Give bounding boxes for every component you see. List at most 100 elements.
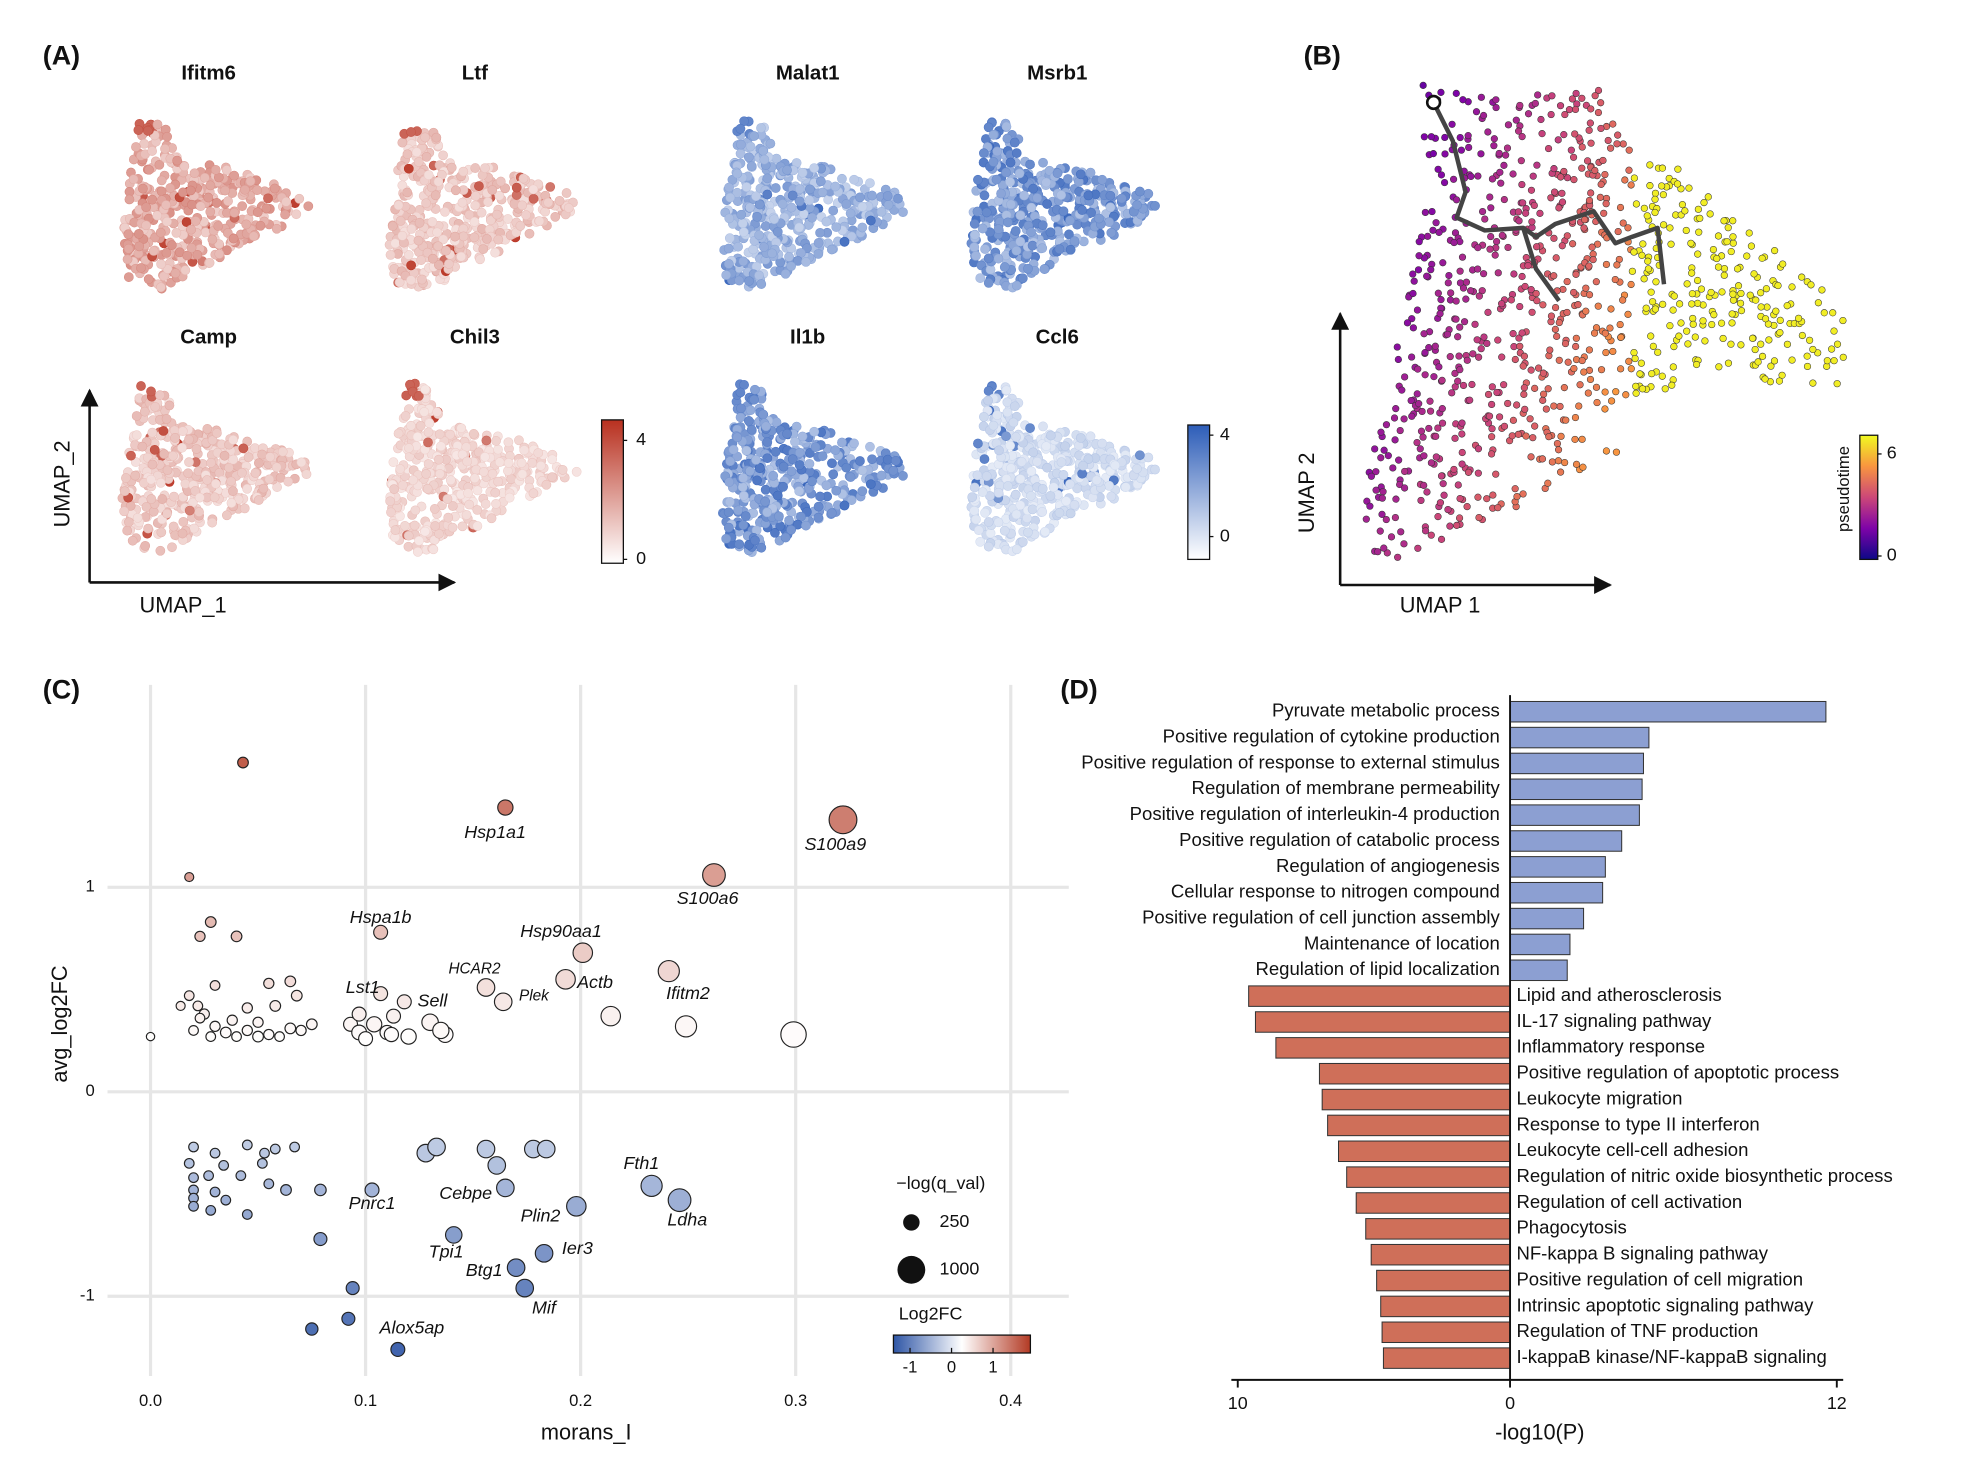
umap-cell bbox=[972, 206, 983, 217]
trajectory-cell bbox=[1504, 399, 1512, 408]
umap-cell bbox=[867, 190, 877, 201]
umap-cell bbox=[804, 195, 815, 206]
trajectory-cell bbox=[1446, 353, 1454, 361]
trajectory-cell bbox=[1487, 450, 1496, 458]
umap-cell bbox=[165, 183, 176, 193]
umap-cell bbox=[751, 455, 761, 465]
point bbox=[341, 1311, 356, 1326]
bar bbox=[1509, 933, 1571, 956]
trajectory-cell bbox=[1646, 182, 1654, 190]
umap-cell bbox=[846, 231, 857, 242]
trajectory-cell bbox=[1654, 348, 1662, 356]
umap-cell bbox=[269, 183, 280, 194]
umap-cell bbox=[745, 141, 756, 152]
umap-cell bbox=[403, 163, 414, 174]
trajectory-cell bbox=[1444, 506, 1452, 514]
trajectory-cell bbox=[1427, 531, 1435, 539]
trajectory-cell bbox=[1614, 227, 1622, 236]
umap-cell bbox=[444, 259, 454, 269]
umap-cell bbox=[189, 523, 199, 534]
trajectory-cell bbox=[1570, 364, 1578, 373]
umap-cell bbox=[470, 163, 481, 173]
category-label: Maintenance of location bbox=[1304, 932, 1500, 953]
umap-cell bbox=[168, 521, 179, 532]
umap-cell bbox=[1011, 509, 1022, 520]
umap-cell bbox=[751, 191, 761, 202]
trajectory-cell bbox=[1451, 434, 1459, 442]
trajectory-cell bbox=[1396, 426, 1404, 435]
bar bbox=[1380, 1295, 1511, 1318]
umap-cell bbox=[738, 227, 749, 238]
point-label: Sell bbox=[418, 991, 449, 1011]
trajectory-cell bbox=[1554, 457, 1563, 465]
trajectory-cell bbox=[1696, 214, 1704, 222]
y-tick-label: 1 bbox=[85, 877, 94, 896]
umap-cell bbox=[190, 216, 201, 226]
trajectory-cell bbox=[1585, 126, 1593, 134]
umap-cell bbox=[1015, 500, 1026, 511]
trajectory-cell bbox=[1437, 472, 1446, 480]
umap-cell bbox=[491, 436, 501, 446]
umap-cell bbox=[890, 455, 901, 466]
trajectory-cell bbox=[1492, 470, 1500, 478]
point bbox=[209, 980, 221, 991]
umap-cloud bbox=[119, 118, 314, 294]
umap-cell bbox=[476, 207, 487, 218]
umap-cell bbox=[841, 199, 852, 209]
trajectory-cell bbox=[1526, 415, 1534, 423]
trajectory-cell bbox=[1710, 311, 1718, 319]
umap-cell bbox=[741, 445, 752, 456]
point bbox=[241, 1024, 253, 1037]
umap-cell bbox=[211, 197, 222, 208]
trajectory-cell bbox=[1674, 165, 1682, 173]
trajectory-cell bbox=[1550, 234, 1558, 242]
trajectory-cell bbox=[1632, 382, 1640, 390]
umap-cell bbox=[423, 437, 433, 448]
trajectory-cell bbox=[1517, 157, 1525, 165]
umap-cell bbox=[162, 216, 172, 227]
umap-cell bbox=[969, 482, 980, 493]
umap-cell bbox=[1078, 460, 1088, 471]
trajectory-cell bbox=[1720, 271, 1728, 279]
umap-cell bbox=[1056, 457, 1067, 468]
trajectory-cell bbox=[1427, 266, 1435, 274]
point bbox=[218, 1160, 230, 1171]
umap-cell bbox=[184, 434, 194, 445]
umap-cell bbox=[857, 486, 868, 497]
trajectory-cell bbox=[1533, 243, 1541, 251]
trajectory-cell bbox=[1456, 279, 1465, 287]
umap-cell bbox=[1010, 489, 1021, 500]
trajectory-cell bbox=[1488, 383, 1496, 391]
umap-cell bbox=[967, 492, 978, 502]
trajectory-cell bbox=[1458, 419, 1466, 427]
trajectory-cell bbox=[1500, 161, 1508, 169]
umap-cell bbox=[1056, 190, 1067, 200]
trajectory-cell bbox=[1823, 357, 1831, 365]
point bbox=[640, 1174, 663, 1198]
umap-cell bbox=[969, 505, 980, 516]
umap-cell bbox=[490, 487, 501, 498]
trajectory-cell bbox=[1589, 256, 1597, 264]
point bbox=[175, 1000, 186, 1011]
trajectory-cell bbox=[1529, 172, 1537, 180]
umap-cell bbox=[1104, 480, 1115, 491]
trajectory-cell bbox=[1590, 329, 1599, 337]
trajectory-cell bbox=[1682, 226, 1690, 235]
trajectory-cell bbox=[1480, 270, 1488, 278]
trajectory-cell bbox=[1814, 349, 1822, 357]
umap-cell bbox=[472, 485, 483, 496]
trajectory-cell bbox=[1520, 390, 1528, 398]
trajectory-cell bbox=[1594, 108, 1603, 117]
trajectory-cell bbox=[1429, 150, 1437, 158]
umap-cell bbox=[770, 183, 781, 193]
trajectory-cell bbox=[1524, 262, 1532, 270]
trajectory-cell bbox=[1414, 266, 1423, 274]
point bbox=[194, 1012, 206, 1024]
umap-cell bbox=[441, 245, 451, 256]
trajectory-cell bbox=[1492, 96, 1500, 104]
trajectory-cell bbox=[1652, 278, 1660, 286]
umap-cell bbox=[971, 250, 981, 261]
umap-cell bbox=[1005, 440, 1015, 451]
trajectory-cell bbox=[1596, 193, 1604, 201]
